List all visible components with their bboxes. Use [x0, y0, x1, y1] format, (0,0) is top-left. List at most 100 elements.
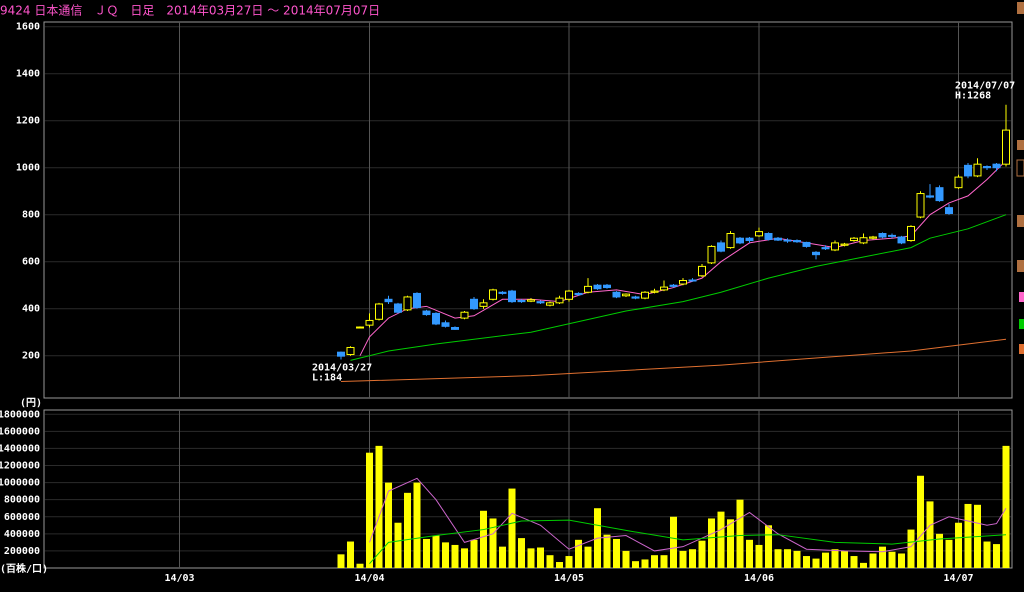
volume-bar [822, 552, 829, 568]
volume-bar [442, 542, 449, 568]
volume-bar [508, 488, 516, 568]
volume-bar [366, 452, 373, 568]
volume-bar [546, 555, 554, 568]
candle-body [897, 236, 906, 244]
volume-bar [337, 554, 345, 568]
candle-body [517, 299, 526, 303]
volume-bar [670, 516, 677, 568]
candle-body [498, 291, 507, 294]
candle-body [441, 322, 450, 327]
volume-bar [622, 550, 630, 568]
volume-bar [499, 546, 506, 568]
volume-bar [356, 563, 364, 568]
candle-body [470, 298, 478, 310]
candle-body [460, 311, 469, 319]
candle-body [793, 240, 801, 243]
volume-bar [831, 549, 839, 568]
volume-bar [432, 535, 440, 568]
volume-bar [917, 475, 924, 568]
volume-bar [869, 553, 877, 568]
candle-body [679, 280, 687, 285]
candle-body [964, 164, 972, 177]
volume-bar [404, 492, 411, 568]
volume-bar [632, 561, 639, 568]
candle-body [479, 302, 488, 307]
volume-bar [689, 549, 696, 568]
candle-body [764, 233, 773, 240]
volume-bar [461, 548, 468, 568]
candle-body [489, 289, 497, 300]
y-tick-label: 800000 [4, 495, 40, 506]
y-tick-label: 400 [22, 304, 40, 315]
volume-bar [651, 555, 658, 568]
volume-bar [945, 539, 953, 568]
candle-body [926, 195, 934, 198]
side-button [1017, 2, 1024, 14]
candle-body [698, 265, 706, 277]
volume-bar [888, 551, 896, 568]
candle-body [745, 237, 754, 242]
candle-body [612, 291, 621, 298]
volume-bar [983, 541, 991, 568]
candle-body [346, 346, 355, 356]
candle-body [726, 233, 735, 249]
candle-body [707, 245, 716, 264]
candle-body [973, 163, 982, 177]
volume-bar [774, 549, 782, 568]
candle-body [365, 319, 374, 326]
volume-bar [518, 538, 525, 568]
y-tick-label: 200000 [4, 546, 40, 557]
volume-bar [765, 525, 772, 568]
annotation-date: 2014/07/07 [955, 81, 1015, 92]
volume-bar [347, 541, 354, 568]
y-tick-label: 1800000 [0, 409, 40, 420]
candle-body [869, 236, 877, 239]
volume-bar [746, 539, 753, 568]
candle-body [717, 242, 725, 252]
moving-average-line [369, 519, 1007, 565]
volume-bar [375, 445, 383, 568]
volume-bar [936, 533, 943, 568]
x-tick-label: 14/04 [354, 573, 384, 584]
candle-body [831, 242, 839, 251]
candle-body [622, 293, 630, 297]
y-unit-label: (百株/口) [0, 562, 48, 575]
candle-body [669, 284, 678, 287]
y-tick-label: 600000 [4, 512, 40, 523]
volume-bar [679, 550, 687, 568]
side-button [1017, 260, 1024, 272]
candle-body [660, 286, 668, 291]
y-tick-label: 600 [22, 257, 40, 268]
chart-title: 9424 日本通信 ＪＱ 日足 2014年03月27日 ～ 2014年07月07… [0, 4, 380, 18]
moving-average-line [359, 160, 1007, 356]
volume-bar [755, 544, 763, 568]
annotation-date: 2014/03/27 [312, 362, 372, 373]
y-tick-label: 1200 [16, 116, 40, 127]
candle-body [565, 290, 573, 300]
price-panel [43, 21, 1013, 399]
volume-bar [575, 539, 582, 568]
volume-bar [860, 562, 867, 568]
volume-bar [451, 544, 459, 568]
volume-bar [736, 499, 744, 568]
candle-body [337, 351, 345, 357]
volume-bar [841, 550, 848, 568]
x-tick-label: 14/03 [164, 573, 194, 584]
x-tick-label: 14/06 [744, 573, 774, 584]
volume-bar [879, 546, 886, 568]
volume-bar [537, 547, 544, 568]
candle-body [603, 284, 611, 289]
y-tick-label: 1400000 [0, 443, 40, 454]
volume-bar [584, 546, 592, 568]
candle-body [403, 296, 412, 311]
volume-panel [43, 409, 1013, 569]
candle-body [584, 285, 592, 293]
candle-body [650, 290, 659, 293]
moving-average-line [340, 338, 1007, 383]
side-panel [1016, 2, 1024, 354]
candle-body [546, 302, 554, 306]
volume-bar [803, 556, 810, 568]
volume-bar [641, 559, 649, 568]
volume-bar [480, 510, 487, 568]
candle-body [593, 284, 602, 290]
